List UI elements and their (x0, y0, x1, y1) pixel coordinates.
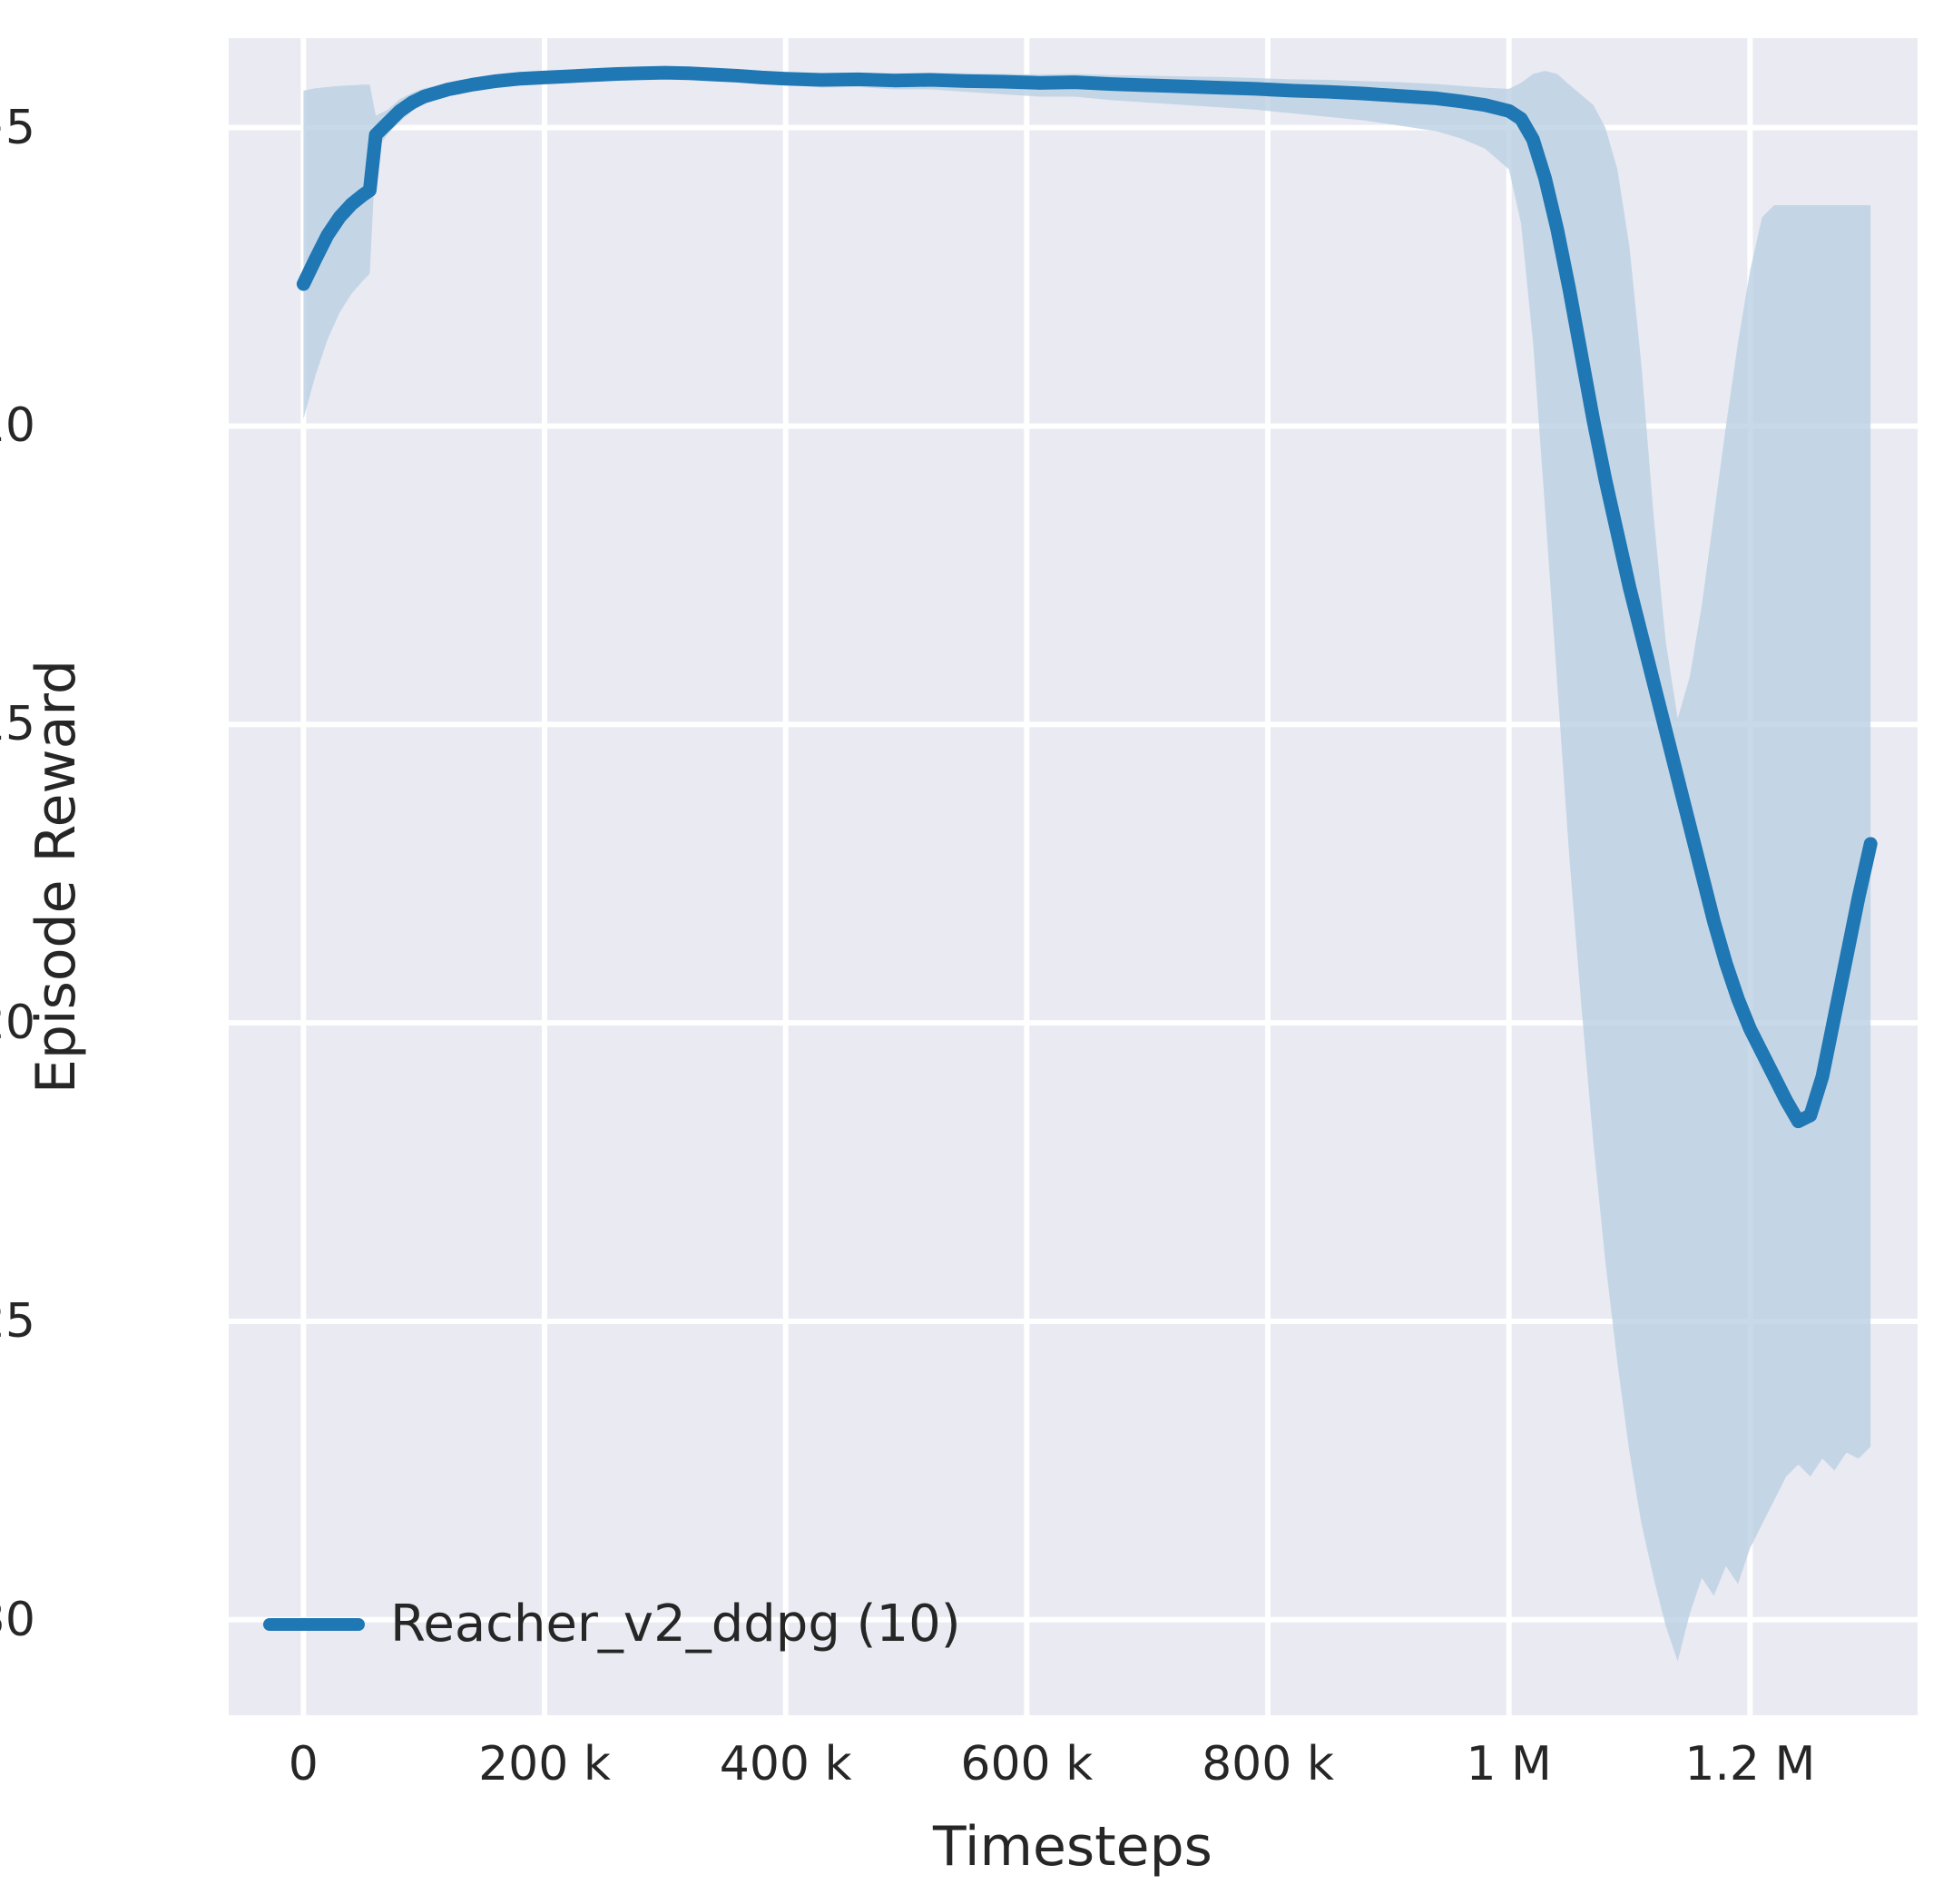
y-tick-label: −5 (0, 100, 35, 155)
plot-canvas (229, 38, 1918, 1715)
x-tick-label: 1.2 M (1684, 1737, 1816, 1791)
y-axis-title: Episode Reward (25, 659, 88, 1094)
plot-area (229, 38, 1918, 1715)
x-tick-label: 0 (288, 1737, 319, 1791)
y-tick-label: −25 (0, 1293, 35, 1349)
x-tick-label: 400 k (719, 1737, 852, 1791)
x-tick-label: 1 M (1466, 1737, 1552, 1791)
x-tick-label: 600 k (960, 1737, 1094, 1791)
y-tick-label: −20 (0, 996, 35, 1051)
y-tick-label: −10 (0, 398, 35, 454)
legend-swatch-line-icon (263, 1618, 365, 1631)
x-tick-label: 800 k (1202, 1737, 1334, 1791)
chart-legend: Reacher_v2_ddpg (10) (263, 1599, 961, 1650)
x-tick-label: 200 k (478, 1737, 611, 1791)
series-line-reacher-v2-ddpg (296, 65, 1878, 1129)
x-axis-title: Timesteps (933, 1815, 1212, 1879)
legend-label: Reacher_v2_ddpg (10) (390, 1595, 961, 1654)
confidence-band (303, 69, 1871, 1662)
y-tick-label: −15 (0, 697, 35, 752)
y-tick-label: −30 (0, 1592, 35, 1647)
